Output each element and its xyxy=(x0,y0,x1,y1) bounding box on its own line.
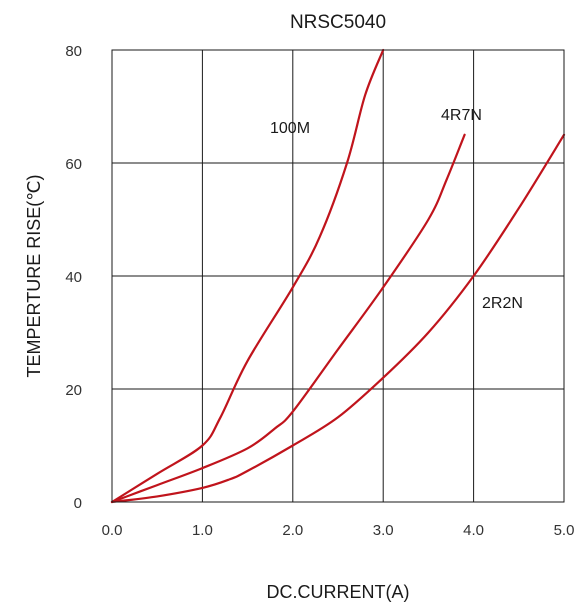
y-tick-label: 80 xyxy=(65,43,82,60)
x-tick-label: 2.0 xyxy=(282,522,303,539)
series-line-2r2n xyxy=(110,133,566,504)
series-line-100m xyxy=(110,48,385,504)
x-tick-label: 1.0 xyxy=(192,522,213,539)
y-tick-label: 60 xyxy=(65,156,82,173)
series-label-2r2n: 2R2N xyxy=(482,295,523,312)
y-tick-label: 20 xyxy=(65,382,82,399)
x-tick-label: 4.0 xyxy=(463,522,484,539)
x-tick-label: 0.0 xyxy=(102,522,123,539)
x-tick-label: 3.0 xyxy=(373,522,394,539)
series-line-4r7n xyxy=(110,133,466,504)
series-label-100m: 100M xyxy=(270,120,310,137)
y-axis-label: TEMPERTURE RISE(℃) xyxy=(24,175,44,378)
tick-labels: 0.0 1.0 2.0 3.0 4.0 5.0 0 20 40 60 80 xyxy=(65,43,574,539)
grid xyxy=(112,50,564,502)
x-tick-label: 5.0 xyxy=(554,522,575,539)
x-axis-label: DC.CURRENT(A) xyxy=(267,582,410,602)
series-label-4r7n: 4R7N xyxy=(441,107,482,124)
chart-title: NRSC5040 xyxy=(290,12,386,33)
plot-frame xyxy=(111,49,565,503)
series-lines xyxy=(110,48,566,504)
y-tick-label: 0 xyxy=(74,495,82,512)
y-tick-label: 40 xyxy=(65,269,82,286)
